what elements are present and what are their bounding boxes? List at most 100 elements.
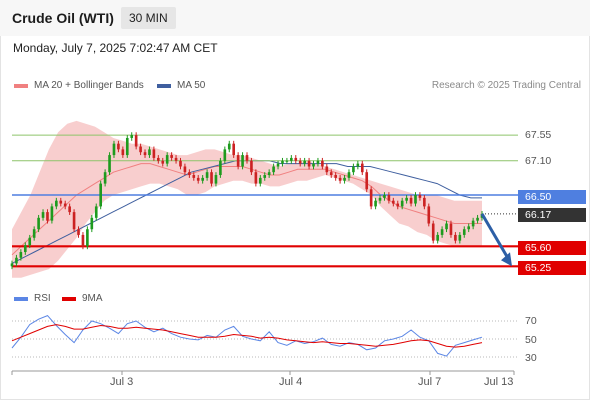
candle-body bbox=[94, 206, 98, 218]
candle-body bbox=[445, 223, 448, 230]
candle-body bbox=[90, 217, 94, 230]
candle-body bbox=[134, 135, 138, 147]
candle-body bbox=[449, 223, 453, 235]
candle-body bbox=[63, 203, 67, 207]
candle-body bbox=[281, 160, 284, 164]
candle-body bbox=[312, 163, 315, 167]
candle-body bbox=[250, 160, 253, 173]
candle-body bbox=[392, 200, 395, 204]
candle-body bbox=[179, 160, 182, 167]
candle-body bbox=[205, 172, 209, 178]
bollinger-band bbox=[12, 120, 482, 278]
candle-body bbox=[285, 160, 289, 162]
level-label-67-55: 67.55 bbox=[525, 129, 552, 141]
candle-body bbox=[192, 175, 196, 178]
candle-body bbox=[316, 160, 320, 164]
candle-body bbox=[258, 177, 262, 184]
rsi-tick-70: 70 bbox=[525, 315, 537, 327]
candle-body bbox=[139, 146, 142, 153]
candle-body bbox=[10, 263, 14, 267]
ma50-label: MA 50 bbox=[177, 80, 206, 91]
candle-body bbox=[298, 160, 302, 164]
candle-body bbox=[72, 212, 76, 230]
candle-body bbox=[396, 203, 400, 207]
candle-body bbox=[329, 172, 333, 176]
candle-body bbox=[170, 155, 173, 158]
candle-body bbox=[409, 197, 413, 204]
x-tick-jul-3: Jul 3 bbox=[110, 376, 134, 388]
candle-body bbox=[369, 189, 373, 207]
candle-body bbox=[276, 163, 280, 167]
candle-body bbox=[183, 166, 187, 173]
level-label-65-25: 65.25 bbox=[518, 261, 586, 275]
rsi-series-9ma bbox=[11, 324, 483, 348]
candle-body bbox=[50, 206, 54, 221]
candle-body bbox=[28, 237, 32, 246]
candle-body bbox=[476, 217, 479, 221]
ma50-swatch bbox=[157, 83, 171, 88]
candle-body bbox=[360, 163, 364, 173]
forecast-arrow-shaft bbox=[480, 213, 510, 260]
candle-body bbox=[245, 155, 249, 161]
candle-body bbox=[232, 143, 236, 156]
x-tick-jul-4: Jul 4 bbox=[279, 376, 303, 388]
rsi-swatch bbox=[14, 296, 28, 301]
rsi-tick-50: 50 bbox=[525, 334, 537, 346]
candle-body bbox=[307, 160, 311, 167]
candle-body bbox=[418, 195, 422, 198]
timeframe-badge[interactable]: 30 MIN bbox=[121, 7, 176, 29]
legend-ma20: MA 20 + Bollinger Bands bbox=[14, 80, 144, 91]
candle-body bbox=[161, 160, 165, 164]
rsi-series-rsi bbox=[11, 315, 483, 357]
legend-rsi: RSI bbox=[14, 293, 51, 304]
ma9-label: 9MA bbox=[82, 293, 103, 304]
candle-body bbox=[81, 234, 85, 247]
candle-body bbox=[334, 175, 337, 178]
candle-body bbox=[405, 197, 408, 201]
candle-body bbox=[210, 172, 213, 184]
candle-body bbox=[431, 223, 435, 241]
candle-body bbox=[157, 157, 160, 161]
level-label-66-50: 66.50 bbox=[518, 190, 586, 204]
candle-body bbox=[378, 197, 382, 201]
candle-body bbox=[325, 166, 329, 173]
candle-body bbox=[148, 149, 151, 156]
candle-body bbox=[423, 197, 426, 207]
candle-body bbox=[196, 177, 200, 181]
candle-body bbox=[254, 172, 258, 184]
candle-body bbox=[462, 229, 466, 235]
candle-body bbox=[15, 257, 18, 264]
candle-body bbox=[188, 172, 191, 176]
candle-body bbox=[32, 229, 36, 238]
level-label-66-17: 66.17 bbox=[518, 208, 586, 222]
ma9-swatch bbox=[62, 296, 76, 301]
candle-body bbox=[112, 143, 116, 156]
candle-body bbox=[125, 137, 129, 156]
candle-body bbox=[374, 200, 377, 207]
candle-body bbox=[467, 226, 471, 230]
candle-body bbox=[321, 160, 324, 167]
candle-body bbox=[55, 200, 58, 207]
candle-body bbox=[267, 172, 271, 176]
candle-body bbox=[356, 163, 360, 167]
timestamp: Monday, July 7, 2025 7:02:47 AM CET bbox=[13, 41, 218, 55]
candle-body bbox=[352, 166, 355, 173]
legend-ma50: MA 50 bbox=[157, 80, 205, 91]
candle-body bbox=[338, 177, 342, 181]
credit-text: Research © 2025 Trading Central bbox=[431, 80, 581, 91]
forecast-arrow-head bbox=[501, 252, 512, 267]
candle-body bbox=[272, 166, 275, 173]
candle-body bbox=[201, 177, 204, 181]
candle-body bbox=[117, 143, 120, 150]
candle-body bbox=[223, 149, 227, 161]
candle-body bbox=[263, 175, 267, 178]
candle-body bbox=[219, 160, 222, 176]
candle-body bbox=[303, 160, 306, 164]
x-tick-jul-7: Jul 7 bbox=[418, 376, 442, 388]
level-label-67-10: 67.10 bbox=[525, 155, 552, 167]
candle-body bbox=[236, 155, 240, 167]
candle-body bbox=[19, 252, 23, 258]
candle-body bbox=[290, 157, 293, 161]
candle-body bbox=[86, 229, 89, 247]
